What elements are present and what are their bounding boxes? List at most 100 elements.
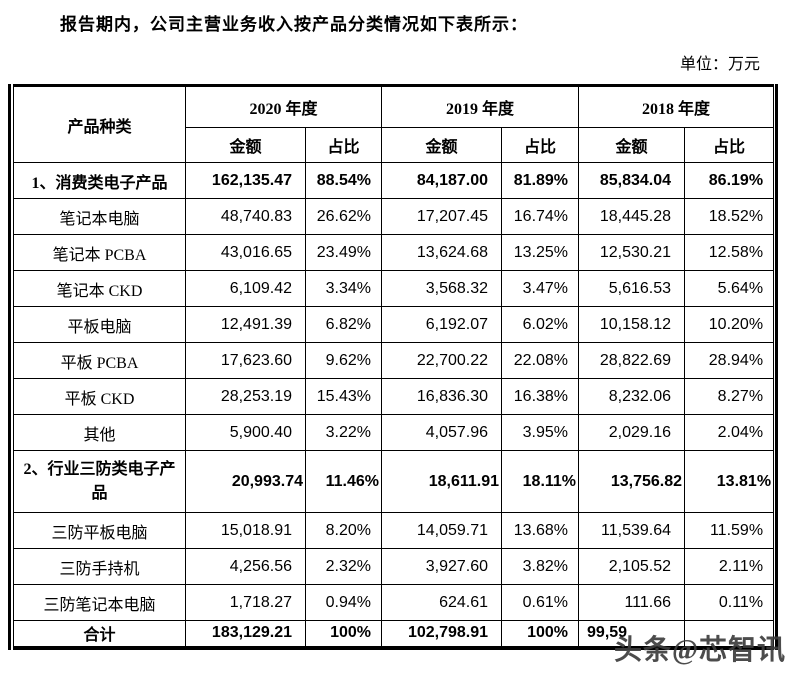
amount-cell: 28,253.19 (185, 378, 306, 415)
ratio-cell: 10.20% (684, 306, 775, 343)
amount-cell: 162,135.47 (185, 162, 306, 199)
table-header-row-subs: 金额 占比 金额 占比 金额 占比 (14, 127, 775, 163)
intro-text: 报告期内，公司主营业务收入按产品分类情况如下表所示： (60, 15, 528, 34)
table-row: 笔记本电脑 48,740.83 26.62% 17,207.45 16.74% … (13, 198, 775, 235)
amount-cell: 183,129.21 (185, 620, 306, 648)
ratio-cell: 5.64% (684, 270, 775, 307)
ratio-header: 占比 (684, 127, 775, 163)
ratio-cell: 6.02% (501, 306, 580, 343)
year-header-2020: 2020 年度 (184, 85, 383, 128)
amount-cell: 13,756.82 (578, 450, 686, 513)
ratio-cell: 16.74% (501, 198, 580, 235)
ratio-cell: 86.19% (684, 162, 775, 199)
ratio-cell: 0.11% (684, 584, 775, 621)
amount-cell: 12,530.21 (578, 234, 686, 271)
product-cell: 三防手持机 (13, 548, 186, 585)
amount-header: 金额 (578, 127, 686, 163)
table-row: 2、行业三防类电子产品 20,993.74 11.46% 18,611.91 1… (13, 450, 775, 513)
ratio-cell: 22.08% (501, 342, 580, 379)
amount-cell: 15,018.91 (185, 512, 306, 549)
table-row: 笔记本 PCBA 43,016.65 23.49% 13,624.68 13.2… (13, 234, 775, 271)
product-cell: 笔记本 PCBA (13, 234, 186, 271)
ratio-cell: 18.52% (684, 198, 775, 235)
amount-cell: 2,029.16 (578, 414, 686, 451)
amount-cell: 3,568.32 (381, 270, 503, 307)
table-row: 平板 PCBA 17,623.60 9.62% 22,700.22 22.08%… (13, 342, 775, 379)
amount-cell: 28,822.69 (578, 342, 686, 379)
ratio-cell: 0.61% (501, 584, 580, 621)
amount-cell: 18,445.28 (578, 198, 686, 235)
ratio-cell: 88.54% (304, 162, 383, 199)
table-header-row-years: 产品种类 2020 年度 2019 年度 2018 年度 (13, 85, 775, 163)
amount-cell: 84,187.00 (381, 162, 503, 199)
product-cell: 2、行业三防类电子产品 (13, 450, 186, 513)
ratio-cell: 3.82% (501, 548, 580, 585)
ratio-cell: 13.25% (501, 234, 580, 271)
ratio-cell: 28.94% (684, 342, 775, 379)
product-cell: 1、消费类电子产品 (13, 162, 186, 199)
amount-cell: 5,900.40 (185, 414, 306, 451)
product-cell: 笔记本电脑 (13, 198, 186, 235)
amount-cell: 14,059.71 (381, 512, 503, 549)
amount-cell: 11,539.64 (578, 512, 686, 549)
ratio-cell: 16.38% (501, 378, 580, 415)
amount-cell: 8,232.06 (578, 378, 686, 415)
product-cell: 合计 (13, 620, 186, 648)
amount-cell: 4,256.56 (185, 548, 306, 585)
table-row: 1、消费类电子产品 162,135.47 88.54% 84,187.00 81… (13, 162, 775, 199)
amount-header: 金额 (381, 127, 503, 163)
amount-cell: 102,798.91 (381, 620, 503, 648)
ratio-cell: 11.46% (304, 450, 383, 513)
amount-cell: 18,611.91 (381, 450, 503, 513)
amount-cell: 6,192.07 (381, 306, 503, 343)
ratio-cell: 23.49% (304, 234, 383, 271)
ratio-header: 占比 (304, 127, 383, 163)
ratio-cell: 100% (501, 620, 580, 648)
ratio-cell: 11.59% (684, 512, 775, 549)
table-row: 笔记本 CKD 6,109.42 3.34% 3,568.32 3.47% 5,… (13, 270, 775, 307)
year-header-2018: 2018 年度 (578, 85, 775, 128)
amount-cell: 111.66 (578, 584, 686, 621)
ratio-cell: 8.27% (684, 378, 775, 415)
revenue-table-wrapper: 产品种类 2020 年度 2019 年度 2018 年度 金额 占比 金额 占比… (8, 84, 778, 650)
ratio-cell: 8.20% (304, 512, 383, 549)
ratio-cell: 2.11% (684, 548, 775, 585)
table-row: 三防手持机 4,256.56 2.32% 3,927.60 3.82% 2,10… (13, 548, 775, 585)
ratio-cell: 3.34% (304, 270, 383, 307)
amount-cell: 85,834.04 (578, 162, 686, 199)
watermark: 头条@芯智讯 (613, 635, 786, 666)
ratio-cell: 3.47% (501, 270, 580, 307)
ratio-cell (684, 620, 775, 648)
ratio-cell: 81.89% (501, 162, 580, 199)
product-cell: 笔记本 CKD (13, 270, 186, 307)
amount-cell: 22,700.22 (381, 342, 503, 379)
amount-cell: 2,105.52 (578, 548, 686, 585)
amount-cell: 99,59 (578, 620, 686, 648)
table-row: 其他 5,900.40 3.22% 4,057.96 3.95% 2,029.1… (13, 414, 775, 451)
year-header-2019: 2019 年度 (381, 85, 580, 128)
ratio-cell: 18.11% (501, 450, 580, 513)
amount-cell: 4,057.96 (381, 414, 503, 451)
product-cell: 三防平板电脑 (13, 512, 186, 549)
amount-cell: 17,623.60 (185, 342, 306, 379)
ratio-cell: 100% (304, 620, 383, 648)
amount-cell: 6,109.42 (185, 270, 306, 307)
amount-cell: 43,016.65 (185, 234, 306, 271)
ratio-cell: 3.95% (501, 414, 580, 451)
ratio-cell: 9.62% (304, 342, 383, 379)
amount-cell: 16,836.30 (381, 378, 503, 415)
product-cell: 平板 CKD (13, 378, 186, 415)
amount-cell: 17,207.45 (381, 198, 503, 235)
ratio-header: 占比 (501, 127, 580, 163)
ratio-cell: 3.22% (304, 414, 383, 451)
ratio-cell: 13.68% (501, 512, 580, 549)
amount-cell: 20,993.74 (185, 450, 306, 513)
table-row: 平板电脑 12,491.39 6.82% 6,192.07 6.02% 10,1… (13, 306, 775, 343)
table-row: 三防笔记本电脑 1,718.27 0.94% 624.61 0.61% 111.… (13, 584, 775, 621)
unit-label: 单位：万元 (679, 56, 760, 73)
amount-cell: 48,740.83 (185, 198, 306, 235)
revenue-by-product-table: 产品种类 2020 年度 2019 年度 2018 年度 金额 占比 金额 占比… (13, 84, 775, 650)
ratio-cell: 2.04% (684, 414, 775, 451)
amount-cell: 3,927.60 (381, 548, 503, 585)
product-category-header: 产品种类 (13, 85, 186, 163)
